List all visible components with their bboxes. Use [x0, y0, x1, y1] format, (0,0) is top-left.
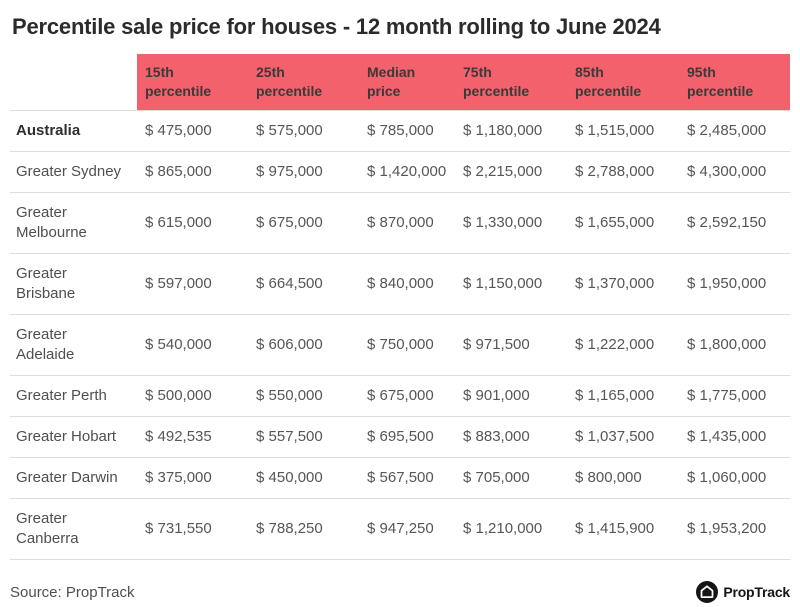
- table-row: Greater Darwin $ 375,000 $ 450,000 $ 567,50…: [10, 457, 790, 499]
- row-label: Greater Brisbane: [16, 265, 76, 302]
- price-cell: $ 1,370,000: [575, 275, 655, 292]
- price-cell: $ 1,515,000: [575, 122, 655, 139]
- row-label: Greater Hobart: [16, 428, 117, 445]
- price-cell: $ 785,000: [367, 122, 434, 139]
- price-cell: $ 606,000: [256, 336, 323, 353]
- price-cell: $ 870,000: [367, 214, 434, 231]
- price-cell: $ 615,000: [145, 214, 212, 231]
- page-title: Percentile sale price for houses - 12 mo…: [12, 14, 661, 39]
- table-row: Greater Canberra $ 731,550 $ 788,250 $ 947,…: [10, 498, 790, 560]
- proptrack-wordmark: PropTrack: [723, 584, 790, 600]
- price-cell: $ 1,150,000: [463, 275, 543, 292]
- price-cell: $ 901,000: [463, 387, 530, 404]
- row-label: Greater Adelaide: [16, 326, 75, 363]
- row-label: Greater Melbourne: [16, 204, 87, 241]
- price-cell: $ 705,000: [463, 469, 530, 486]
- footer: Source: PropTrack PropTrack: [10, 581, 790, 603]
- header-row: 15th percentile 25th percentile Median pri…: [10, 54, 790, 111]
- row-label: Greater Canberra: [16, 510, 79, 547]
- price-cell: $ 883,000: [463, 428, 530, 445]
- price-cell: $ 500,000: [145, 387, 212, 404]
- price-cell: $ 840,000: [367, 275, 434, 292]
- percentile-price-table: 15th percentile 25th percentile Median pri…: [10, 54, 790, 560]
- price-cell: $ 1,950,000: [687, 275, 767, 292]
- price-cell: $ 1,775,000: [687, 387, 767, 404]
- price-cell: $ 1,435,000: [687, 428, 767, 445]
- table-row: Greater Brisbane $ 597,000 $ 664,500 $ 840,…: [10, 253, 790, 315]
- row-label: Greater Perth: [16, 387, 107, 404]
- price-cell: $ 1,180,000: [463, 122, 543, 139]
- price-cell: $ 2,788,000: [575, 163, 655, 180]
- table-header: 15th percentile 25th percentile Median pri…: [10, 54, 790, 111]
- table-row: Greater Sydney $ 865,000 $ 975,000 $ 1,420,…: [10, 151, 790, 193]
- price-cell: $ 971,500: [463, 336, 530, 353]
- table-row: Australia $ 475,000 $ 575,000 $ 785,000 $ 1,…: [10, 110, 790, 152]
- price-cell: $ 2,485,000: [687, 122, 767, 139]
- price-cell: $ 492,535: [145, 428, 212, 445]
- row-label: Greater Sydney: [16, 163, 122, 180]
- price-cell: $ 550,000: [256, 387, 323, 404]
- proptrack-brand: PropTrack: [696, 581, 790, 603]
- price-cell: $ 2,592,150: [687, 214, 767, 231]
- price-cell: $ 750,000: [367, 336, 434, 353]
- price-cell: $ 947,250: [367, 520, 434, 537]
- price-cell: $ 975,000: [256, 163, 323, 180]
- price-cell: $ 2,215,000: [463, 163, 543, 180]
- price-cell: $ 800,000: [575, 469, 642, 486]
- column-header: Median price: [359, 54, 455, 111]
- column-header: 25th percentile: [248, 54, 359, 111]
- price-cell: $ 675,000: [256, 214, 323, 231]
- price-cell: $ 1,330,000: [463, 214, 543, 231]
- column-header: 85th percentile: [567, 54, 679, 111]
- price-cell: $ 575,000: [256, 122, 323, 139]
- column-header: 15th percentile: [137, 54, 248, 111]
- table-row: Greater Hobart $ 492,535 $ 557,500 $ 695,50…: [10, 416, 790, 458]
- column-header: 95th percentile: [679, 54, 790, 111]
- row-label: Australia: [16, 122, 81, 139]
- price-cell: $ 567,500: [367, 469, 434, 486]
- row-label: Greater Darwin: [16, 469, 118, 486]
- table-row: Greater Perth $ 500,000 $ 550,000 $ 675,000…: [10, 375, 790, 417]
- price-cell: $ 557,500: [256, 428, 323, 445]
- proptrack-house-icon: [696, 581, 719, 603]
- price-cell: $ 788,250: [256, 520, 323, 537]
- price-cell: $ 1,953,200: [687, 520, 767, 537]
- table-row: Greater Melbourne $ 615,000 $ 675,000 $ 870…: [10, 192, 790, 254]
- price-cell: $ 731,550: [145, 520, 212, 537]
- price-cell: $ 1,800,000: [687, 336, 767, 353]
- price-cell: $ 1,210,000: [463, 520, 543, 537]
- price-cell: $ 1,222,000: [575, 336, 655, 353]
- corner-cell: [10, 54, 137, 111]
- price-cell: $ 865,000: [145, 163, 212, 180]
- price-cell: $ 1,420,000: [367, 163, 447, 180]
- price-cell: $ 597,000: [145, 275, 212, 292]
- price-cell: $ 664,500: [256, 275, 323, 292]
- source-label: Source: PropTrack: [10, 583, 135, 601]
- price-cell: $ 375,000: [145, 469, 212, 486]
- price-cell: $ 1,655,000: [575, 214, 655, 231]
- column-header: 75th percentile: [455, 54, 567, 111]
- table-body: Australia $ 475,000 $ 575,000 $ 785,000 $ 1,…: [10, 110, 790, 560]
- price-cell: $ 1,037,500: [575, 428, 655, 445]
- price-cell: $ 1,060,000: [687, 469, 767, 486]
- table-row: Greater Adelaide $ 540,000 $ 606,000 $ 750,…: [10, 314, 790, 376]
- price-cell: $ 675,000: [367, 387, 434, 404]
- price-cell: $ 540,000: [145, 336, 212, 353]
- price-cell: $ 475,000: [145, 122, 212, 139]
- price-cell: $ 1,165,000: [575, 387, 655, 404]
- price-cell: $ 4,300,000: [687, 163, 767, 180]
- price-cell: $ 450,000: [256, 469, 323, 486]
- price-cell: $ 695,500: [367, 428, 434, 445]
- price-cell: $ 1,415,900: [575, 520, 655, 537]
